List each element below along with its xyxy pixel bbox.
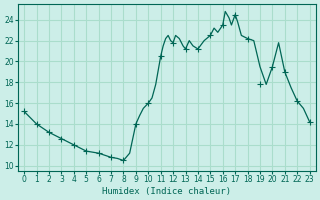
X-axis label: Humidex (Indice chaleur): Humidex (Indice chaleur) bbox=[102, 187, 231, 196]
